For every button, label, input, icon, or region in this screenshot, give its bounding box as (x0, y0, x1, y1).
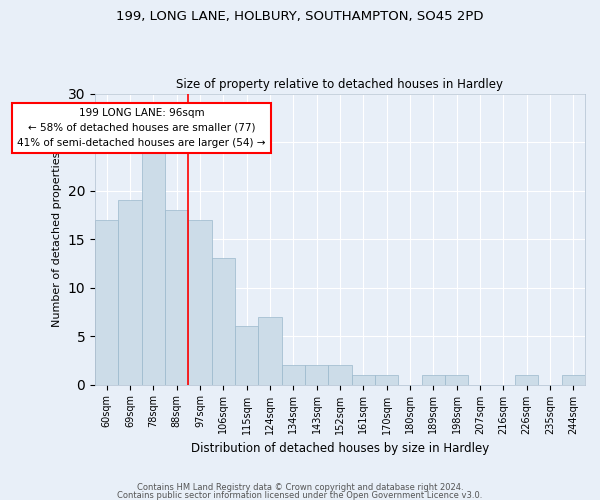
Bar (562, 375, 585, 384)
Bar (235, 326, 259, 384)
Bar (118, 200, 142, 384)
Bar (259, 316, 281, 384)
Bar (445, 375, 469, 384)
Bar (281, 365, 305, 384)
Bar (142, 142, 165, 384)
Title: Size of property relative to detached houses in Hardley: Size of property relative to detached ho… (176, 78, 503, 91)
Text: Contains public sector information licensed under the Open Government Licence v3: Contains public sector information licen… (118, 490, 482, 500)
Text: 199, LONG LANE, HOLBURY, SOUTHAMPTON, SO45 2PD: 199, LONG LANE, HOLBURY, SOUTHAMPTON, SO… (116, 10, 484, 23)
Bar (515, 375, 538, 384)
Bar (212, 258, 235, 384)
Bar (165, 210, 188, 384)
Bar (188, 220, 212, 384)
Y-axis label: Number of detached properties: Number of detached properties (52, 152, 62, 327)
Bar (422, 375, 445, 384)
Bar (328, 365, 352, 384)
Bar (375, 375, 398, 384)
Text: 199 LONG LANE: 96sqm
← 58% of detached houses are smaller (77)
41% of semi-detac: 199 LONG LANE: 96sqm ← 58% of detached h… (17, 108, 266, 148)
X-axis label: Distribution of detached houses by size in Hardley: Distribution of detached houses by size … (191, 442, 489, 455)
Bar (305, 365, 328, 384)
Bar (352, 375, 375, 384)
Text: Contains HM Land Registry data © Crown copyright and database right 2024.: Contains HM Land Registry data © Crown c… (137, 484, 463, 492)
Bar (95, 220, 118, 384)
